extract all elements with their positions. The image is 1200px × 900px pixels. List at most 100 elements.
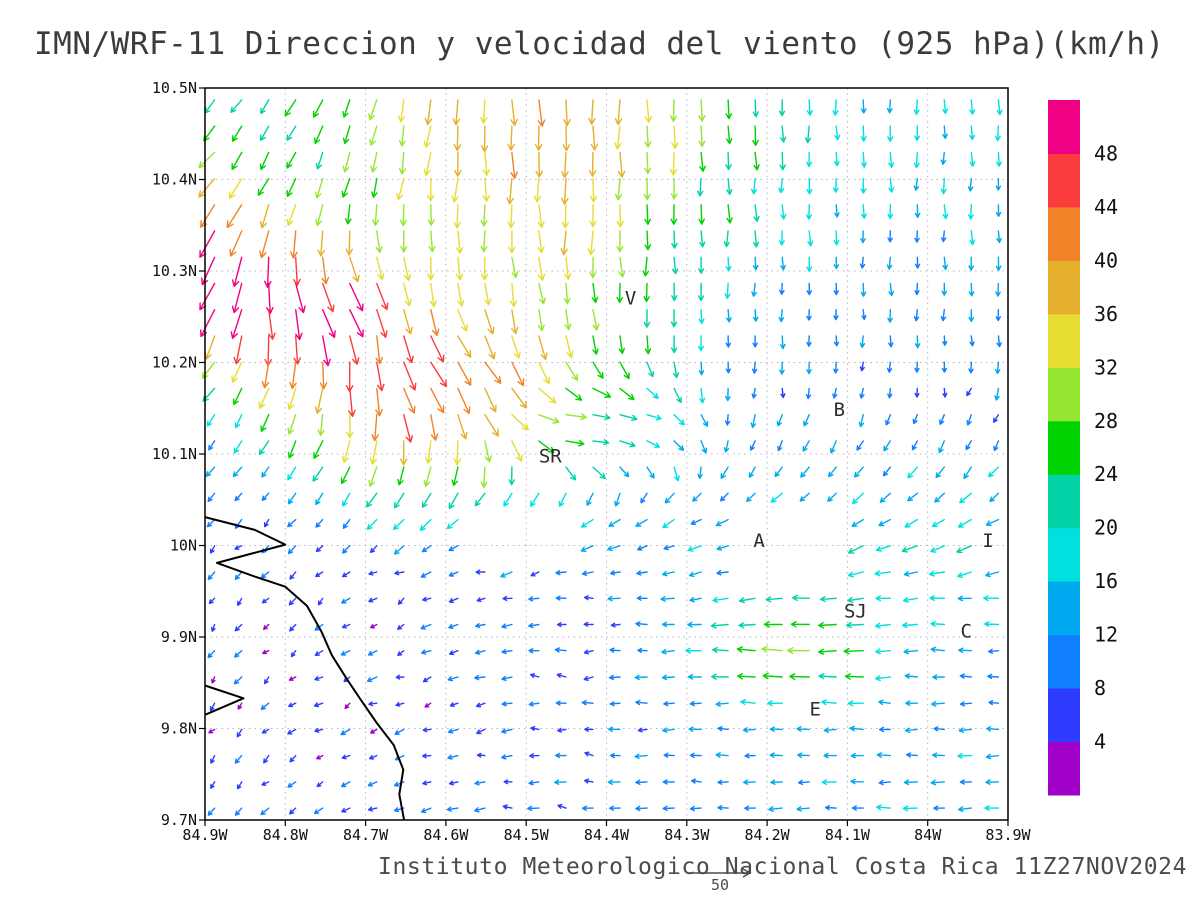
wind-vector: [367, 781, 378, 787]
wind-vector: [342, 125, 351, 145]
wind-vector: [914, 125, 921, 141]
wind-vector: [511, 440, 523, 462]
wind-vector: [968, 361, 974, 374]
colorbar-band: [1048, 367, 1080, 422]
wind-vector: [403, 282, 412, 307]
wind-vector: [607, 595, 621, 602]
wind-vector: [697, 177, 704, 197]
wind-vector: [717, 726, 729, 732]
wind-vector: [448, 780, 459, 786]
wind-vector: [827, 492, 837, 502]
wind-vector: [879, 726, 891, 733]
wind-vector: [286, 125, 297, 141]
wind-vector: [367, 650, 378, 656]
wind-vector: [904, 673, 918, 679]
wind-vector: [314, 728, 324, 733]
wind-vector: [290, 650, 297, 658]
wind-vector: [376, 361, 385, 392]
wind-vector: [589, 204, 597, 228]
colorbar-label: 32: [1094, 355, 1118, 379]
wind-vector: [615, 177, 623, 201]
wind-vector: [986, 726, 1000, 732]
y-tick-label: 10.3N: [152, 262, 197, 280]
wind-vector: [806, 151, 813, 168]
y-tick-label: 10N: [170, 537, 197, 555]
wind-vector: [662, 805, 675, 812]
wind-vector: [537, 204, 545, 228]
wind-vector: [344, 702, 351, 709]
wind-vector: [818, 648, 837, 655]
wind-vector: [421, 545, 432, 553]
wind-vector: [797, 779, 810, 786]
wind-vector: [914, 230, 920, 243]
wind-vector: [833, 282, 839, 296]
wind-vector: [685, 647, 702, 654]
wind-vector: [806, 309, 812, 321]
wind-vector: [830, 440, 837, 454]
wind-vector: [644, 125, 652, 148]
wind-vector: [264, 256, 272, 288]
reference-vector-arrow: [688, 868, 752, 878]
wind-vector: [348, 387, 356, 417]
wind-vector: [761, 645, 783, 653]
colorbar-band: [1048, 581, 1080, 636]
colorbar-band: [1048, 313, 1080, 368]
wind-vector: [457, 361, 472, 386]
wind-vector: [315, 177, 324, 199]
wind-vector: [875, 804, 891, 811]
wind-vector: [511, 387, 528, 409]
wind-vector: [588, 99, 596, 125]
wind-vector: [322, 309, 336, 338]
wind-vector: [419, 518, 432, 531]
wind-vector: [342, 518, 351, 529]
wind-vector: [861, 151, 867, 168]
wind-vector: [969, 230, 976, 246]
wind-vector: [527, 805, 540, 812]
wind-vector: [804, 125, 812, 144]
wind-vector: [875, 648, 891, 655]
wind-vector: [913, 309, 920, 322]
wind-vector: [427, 256, 435, 281]
wind-vector: [619, 387, 635, 401]
wind-vector: [957, 518, 972, 528]
wind-vector: [765, 596, 783, 603]
wind-vector: [818, 673, 837, 680]
wind-vector: [264, 518, 270, 528]
wind-vector: [751, 387, 757, 399]
wind-vector: [234, 650, 243, 658]
wind-vector: [210, 754, 216, 764]
wind-vector: [395, 701, 405, 707]
wind-vector: [608, 674, 621, 681]
wind-vector: [792, 594, 810, 602]
wind-vector: [475, 649, 486, 655]
station-label: V: [625, 287, 636, 309]
wind-vector: [287, 440, 297, 459]
wind-vector: [528, 780, 540, 786]
wind-vector: [609, 753, 621, 759]
wind-vector: [725, 335, 732, 348]
wind-vector: [501, 754, 513, 760]
wind-vector: [506, 177, 514, 205]
wind-vector: [260, 702, 270, 710]
wind-vector: [797, 752, 810, 758]
wind-vector: [313, 440, 324, 459]
wind-vector: [421, 492, 432, 508]
wind-vector: [875, 675, 891, 682]
wind-vector: [591, 282, 599, 304]
wind-vector: [580, 545, 594, 552]
wind-vector: [403, 335, 414, 364]
wind-vector: [508, 466, 515, 486]
wind-vector: [673, 414, 685, 426]
wind-vector: [618, 335, 625, 355]
wind-vector: [367, 806, 378, 812]
wind-vector: [234, 754, 243, 764]
wind-vector: [423, 151, 432, 177]
wind-vector: [710, 622, 729, 629]
wind-vector: [860, 230, 866, 244]
wind-vector: [712, 646, 729, 654]
colorbar-band: [1048, 420, 1080, 475]
wind-vector: [447, 728, 459, 734]
wind-vector: [234, 545, 243, 550]
wind-vector: [698, 125, 706, 148]
wind-vector: [480, 204, 488, 227]
